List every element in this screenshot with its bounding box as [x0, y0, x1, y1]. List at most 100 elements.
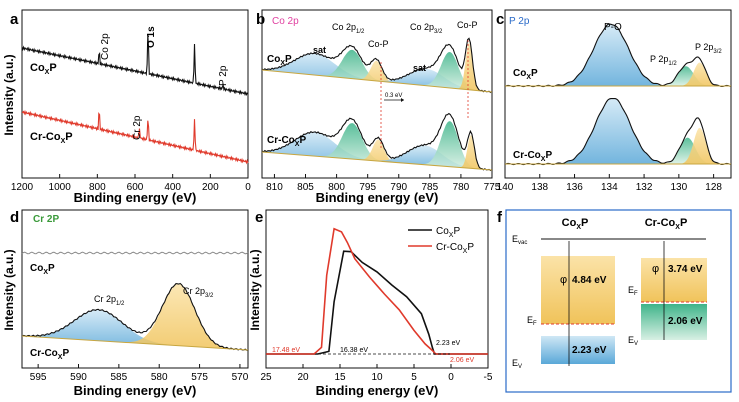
- panel-b-annotation-sat-right: sat: [413, 63, 426, 73]
- x-tick-label: 1200: [11, 182, 34, 193]
- panel-a: a 1200 1000 800 600 400 200 0 Binding energy (…: [2, 9, 251, 205]
- x-tick-label: 128: [705, 182, 722, 193]
- fit-component-blue: [262, 53, 492, 92]
- panel-d: d Cr 2P 595 590 585 580 575 570 Binding energ…: [2, 209, 249, 398]
- panel-e-annotation-17-48: 17.48 eV: [272, 347, 300, 354]
- panel-b-shift-arrowhead: [401, 98, 404, 102]
- x-tick-label: 0: [448, 372, 454, 383]
- fit-envelope: [261, 37, 493, 94]
- panel-b-series-label-coxp: CoXP: [267, 54, 292, 67]
- panel-c-series-label-coxp: CoXP: [513, 68, 538, 81]
- x-tick-label: 595: [30, 372, 47, 383]
- panel-d-frame: [21, 209, 249, 369]
- panel-b-annotation-co2p12: Co 2p1/2: [332, 22, 365, 35]
- panel-f-coxp-phi: φ: [560, 274, 567, 286]
- panel-e-annotation-2-06: 2.06 eV: [450, 357, 474, 364]
- panel-d-x-ticks: 595 590 585 580 575 570: [30, 364, 249, 383]
- flat-series-line: [21, 251, 249, 255]
- legend-label-crcoxp: Cr-CoXP: [436, 242, 474, 255]
- panel-b-annotation-shift: 0.3 eV: [385, 93, 402, 99]
- panel-e-ylabel: Intensity (a.u.): [248, 249, 262, 330]
- x-tick-label: 800: [89, 182, 106, 193]
- panel-a-annotation-cr2p: Cr 2p: [132, 115, 143, 140]
- x-tick-label: 785: [421, 182, 438, 193]
- panel-a-annotation-co2p: Co 2p: [100, 33, 111, 60]
- panel-f-crcoxp-gap-value: 2.06 eV: [668, 316, 703, 327]
- panel-b-xlabel: Binding energy (eV): [316, 190, 439, 205]
- panel-c-label: c: [496, 11, 504, 28]
- x-tick-label: 140: [497, 182, 514, 193]
- panel-a-x-ticks: 1200 1000 800 600 400 200 0: [11, 174, 251, 193]
- panel-f: f CoXP Cr-CoXP Evac φ 4.84 eV 2.23 eV EF…: [497, 209, 732, 393]
- survey-series-crcoxp: [21, 109, 249, 165]
- panel-b-annotation-sat-left: sat: [313, 45, 326, 55]
- panel-f-crcoxp-workfunction-band: [641, 258, 707, 302]
- panel-a-annotation-p2p: P 2p: [218, 65, 229, 86]
- survey-series-coxp: [21, 34, 249, 97]
- panel-a-plot: [21, 34, 249, 165]
- panel-b-plot: [261, 37, 493, 172]
- panel-c-frame: [504, 9, 732, 179]
- panel-c-annotation-p2p12: P 2p1/2: [650, 54, 677, 67]
- fit-baseline: [21, 335, 249, 351]
- panel-d-annotation-cr2p32: Cr 2p3/2: [183, 286, 214, 299]
- panel-b-series-label-crcoxp: Cr-CoXP: [267, 135, 306, 148]
- panel-c-annotation-po: P-O: [604, 22, 622, 33]
- fit-envelope: [21, 282, 249, 352]
- panel-f-coxp-gap-value: 2.23 eV: [572, 345, 607, 356]
- fit-component-green: [262, 52, 492, 92]
- panel-f-crcoxp-phi: φ: [652, 263, 659, 275]
- panel-f-evac-label: Evac: [512, 234, 527, 246]
- panel-e-xlabel: Binding energy (eV): [316, 383, 439, 398]
- legend-label-coxp: CoXP: [436, 226, 460, 239]
- panel-b: b Co 2p 810 805 800 795 790 785 780 775 Binding…: [256, 9, 501, 205]
- ups-series-coxp: [266, 250, 488, 355]
- panel-a-series-label-crcoxp: Cr-CoXP: [30, 131, 73, 145]
- x-tick-label: 780: [453, 182, 470, 193]
- panel-a-frame: [21, 9, 249, 179]
- x-tick-label: 790: [390, 182, 407, 193]
- panel-a-annotation-o1s: O 1s: [146, 26, 157, 48]
- panel-a-ylabel: Intensity (a.u.): [2, 54, 16, 135]
- fit-component-orange: [262, 60, 492, 92]
- panel-e-x-ticks: 25 20 15 10 5 0 -5: [260, 364, 493, 383]
- panel-b-annotation-cop-mid: Co-P: [368, 39, 389, 49]
- fit-envelope: [261, 112, 493, 172]
- panel-f-coxp-ef-label: EF: [527, 315, 537, 327]
- fit-component-orange: [505, 127, 731, 164]
- fit-baseline: [261, 69, 493, 93]
- panel-f-frame: [505, 209, 732, 393]
- panel-d-xlabel: Binding energy (eV): [74, 383, 197, 398]
- panel-b-annotation-cop-right: Co-P: [457, 20, 478, 30]
- x-tick-label: 15: [334, 372, 346, 383]
- panel-d-plot: [21, 251, 249, 352]
- fit-component-orange: [505, 62, 731, 86]
- panel-a-xlabel: Binding energy (eV): [74, 190, 197, 205]
- fit-component-blue: [262, 132, 492, 170]
- panel-e-annotation-2-23: 2.23 eV: [436, 340, 460, 347]
- fit-component-green: [262, 121, 492, 170]
- panel-f-crcoxp-phi-value: 3.74 eV: [668, 264, 703, 275]
- panel-e-label: e: [255, 209, 263, 226]
- x-tick-label: 200: [202, 182, 219, 193]
- x-tick-label: 0: [245, 182, 251, 193]
- panel-b-annotation-co2p32: Co 2p3/2: [410, 22, 443, 35]
- x-tick-label: 805: [297, 182, 314, 193]
- fit-component-orange: [22, 283, 248, 350]
- fit-baseline: [261, 151, 493, 171]
- panel-c-title: P 2p: [509, 16, 530, 27]
- x-tick-label: 134: [601, 182, 618, 193]
- panel-d-annotation-cr2p12: Cr 2p1/2: [94, 294, 125, 307]
- panel-c-annotation-p2p32: P 2p3/2: [695, 42, 722, 55]
- x-tick-label: 580: [151, 372, 168, 383]
- panel-c-series-label-crcoxp: Cr-CoXP: [513, 150, 552, 163]
- x-tick-label: 570: [232, 372, 249, 383]
- panel-f-crcoxp-ef-label: EF: [628, 285, 638, 297]
- ups-series-crcoxp: [266, 227, 488, 355]
- x-tick-label: 590: [70, 372, 87, 383]
- x-tick-label: 800: [328, 182, 345, 193]
- panel-f-crcoxp-ev-label: EV: [628, 335, 638, 347]
- panel-f-col-coxp: CoXP: [562, 217, 589, 231]
- fit-component-orange: [262, 41, 492, 92]
- x-tick-label: 132: [636, 182, 653, 193]
